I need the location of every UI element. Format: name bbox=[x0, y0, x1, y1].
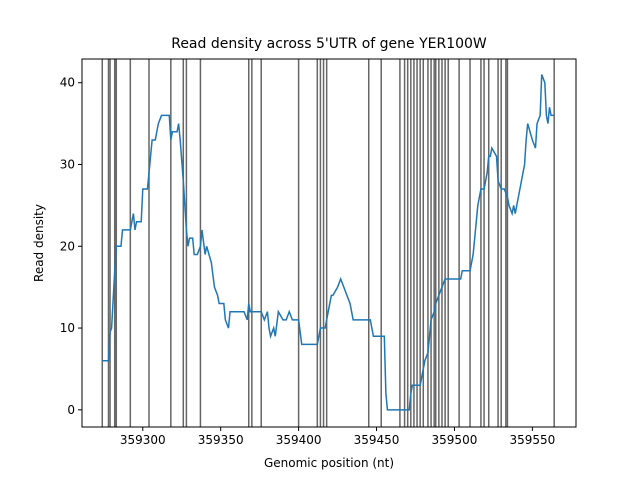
x-tick-label: 359300 bbox=[120, 433, 166, 447]
y-tick-label: 10 bbox=[60, 321, 75, 335]
plot-frame bbox=[81, 58, 577, 428]
y-axis-label: Read density bbox=[32, 204, 46, 282]
y-tick-label: 0 bbox=[67, 403, 75, 417]
x-tick-label: 359500 bbox=[432, 433, 478, 447]
x-axis-label: Genomic position (nt) bbox=[264, 456, 394, 470]
data-line bbox=[102, 74, 555, 411]
y-tick-label: 20 bbox=[60, 239, 75, 253]
chart-title: Read density across 5'UTR of gene YER100… bbox=[171, 36, 487, 52]
y-tick-label: 30 bbox=[60, 157, 75, 171]
x-tick-label: 359450 bbox=[354, 433, 400, 447]
x-tick-label: 359550 bbox=[509, 433, 555, 447]
x-tick-label: 359400 bbox=[276, 433, 322, 447]
y-tick-label: 40 bbox=[60, 76, 75, 90]
x-tick-label: 359350 bbox=[198, 433, 244, 447]
